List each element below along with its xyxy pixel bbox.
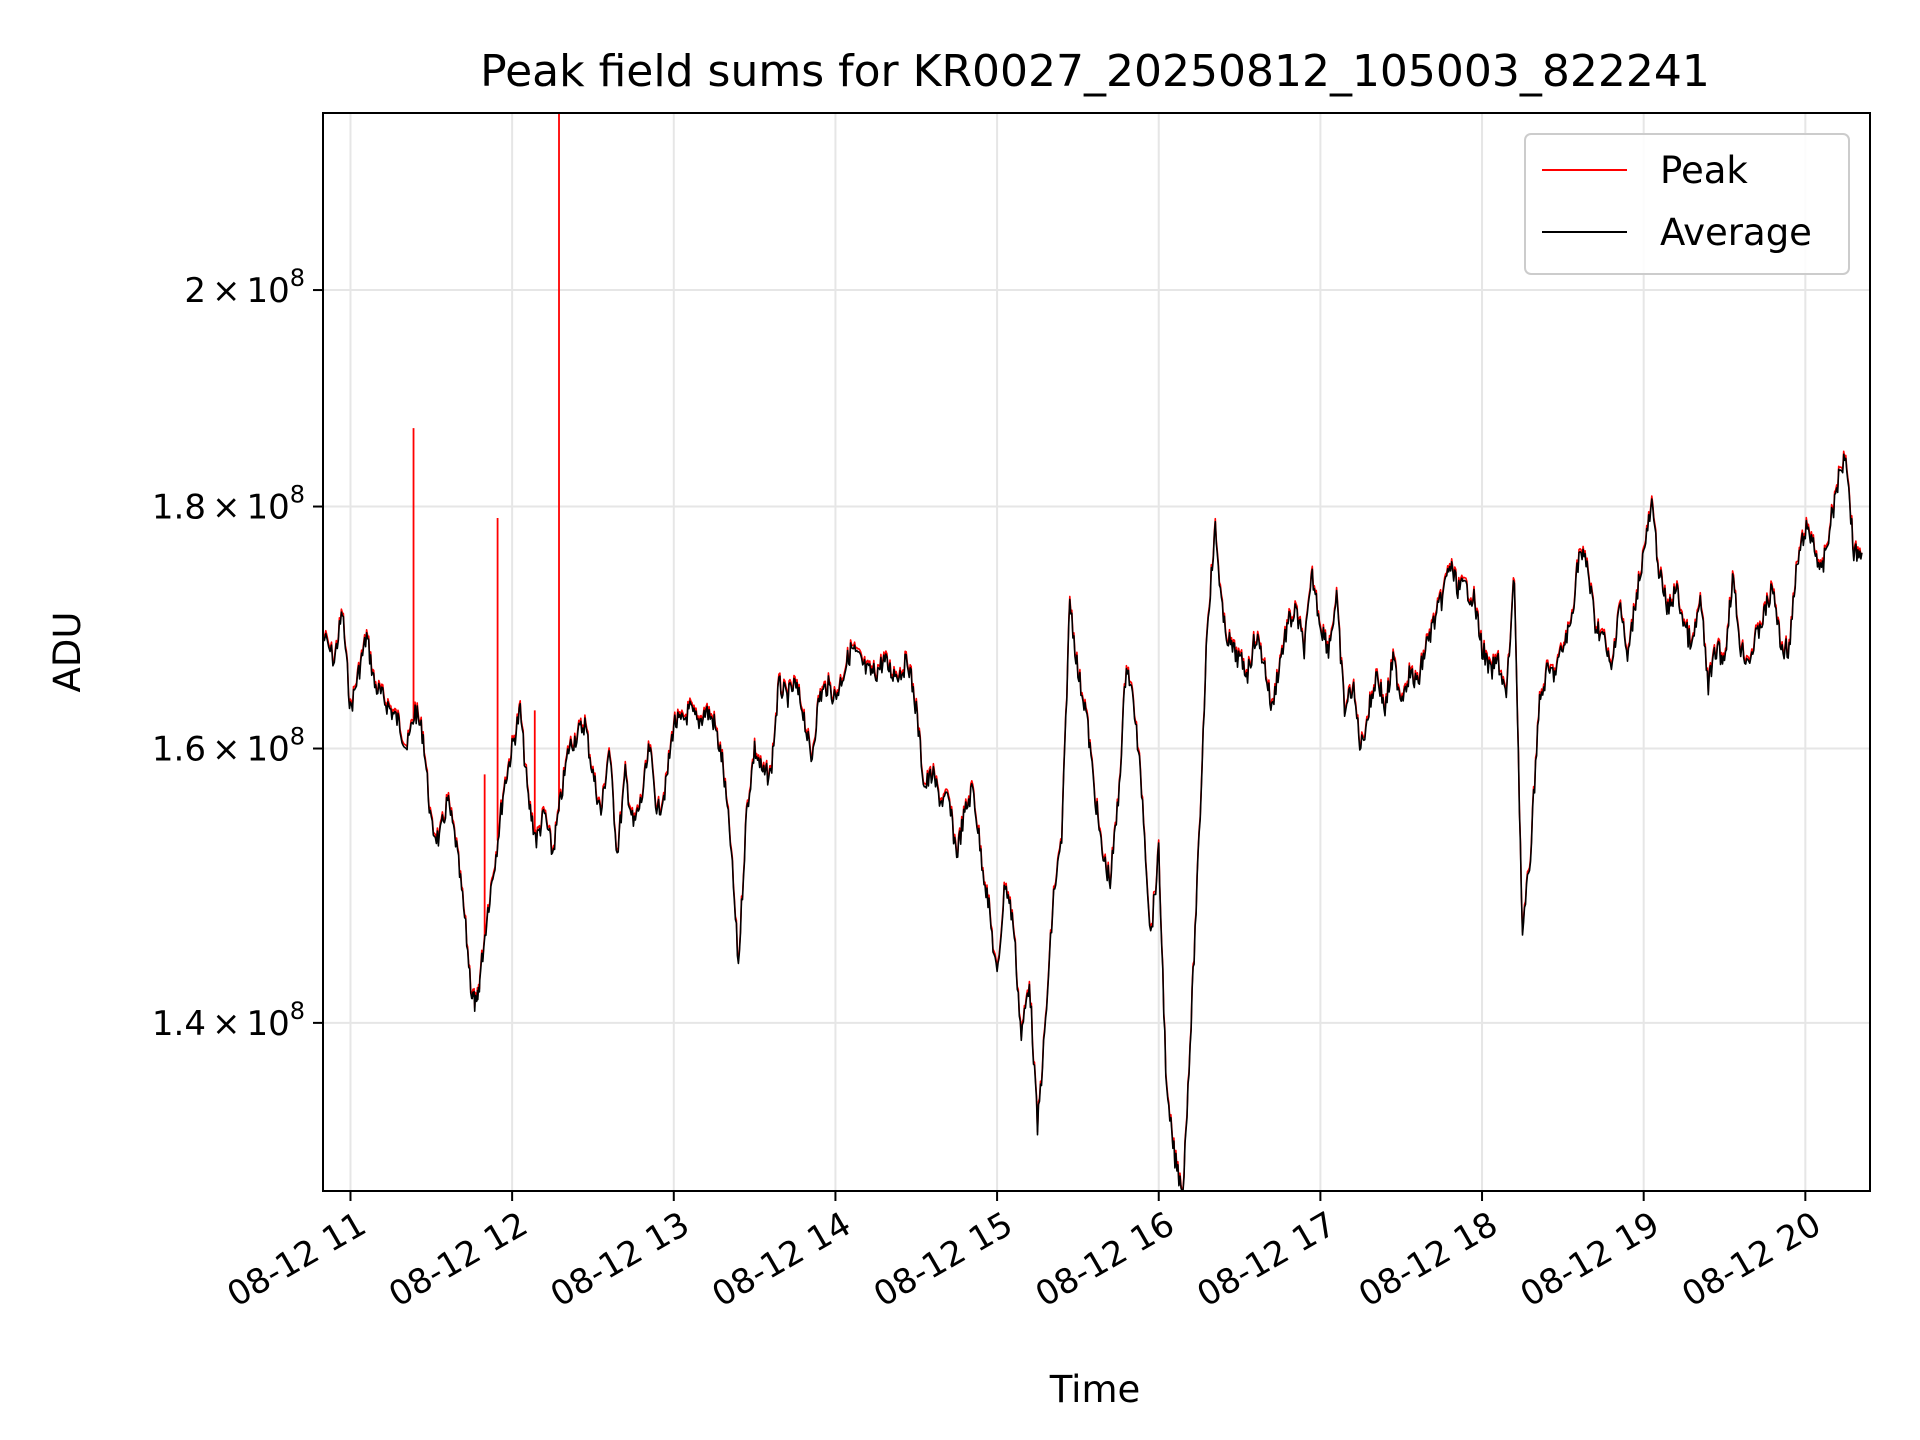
legend-label-average: Average — [1660, 211, 1812, 254]
chart-title: Peak field sums for KR0027_20250812_1050… — [480, 46, 1710, 97]
y-tick-label: 1.6 × 108 — [152, 723, 305, 770]
series-line-average — [322, 453, 1863, 1192]
y-tick-label: 1.4 × 108 — [152, 997, 305, 1044]
y-axis: 1.4 × 108 1.6 × 108 1.8 × 108 2 × 108 — [152, 264, 323, 1044]
legend: Peak Average — [1524, 133, 1850, 275]
plot-area — [322, 113, 1863, 1192]
grid — [323, 113, 1870, 1191]
legend-label-peak: Peak — [1660, 149, 1748, 192]
y-axis-label: ADU — [46, 612, 89, 693]
y-tick-label: 1.8 × 108 — [152, 481, 305, 528]
x-axis-label: Time — [1049, 1368, 1141, 1411]
plot-frame — [322, 112, 1871, 1192]
y-tick-label: 2 × 108 — [184, 264, 305, 311]
